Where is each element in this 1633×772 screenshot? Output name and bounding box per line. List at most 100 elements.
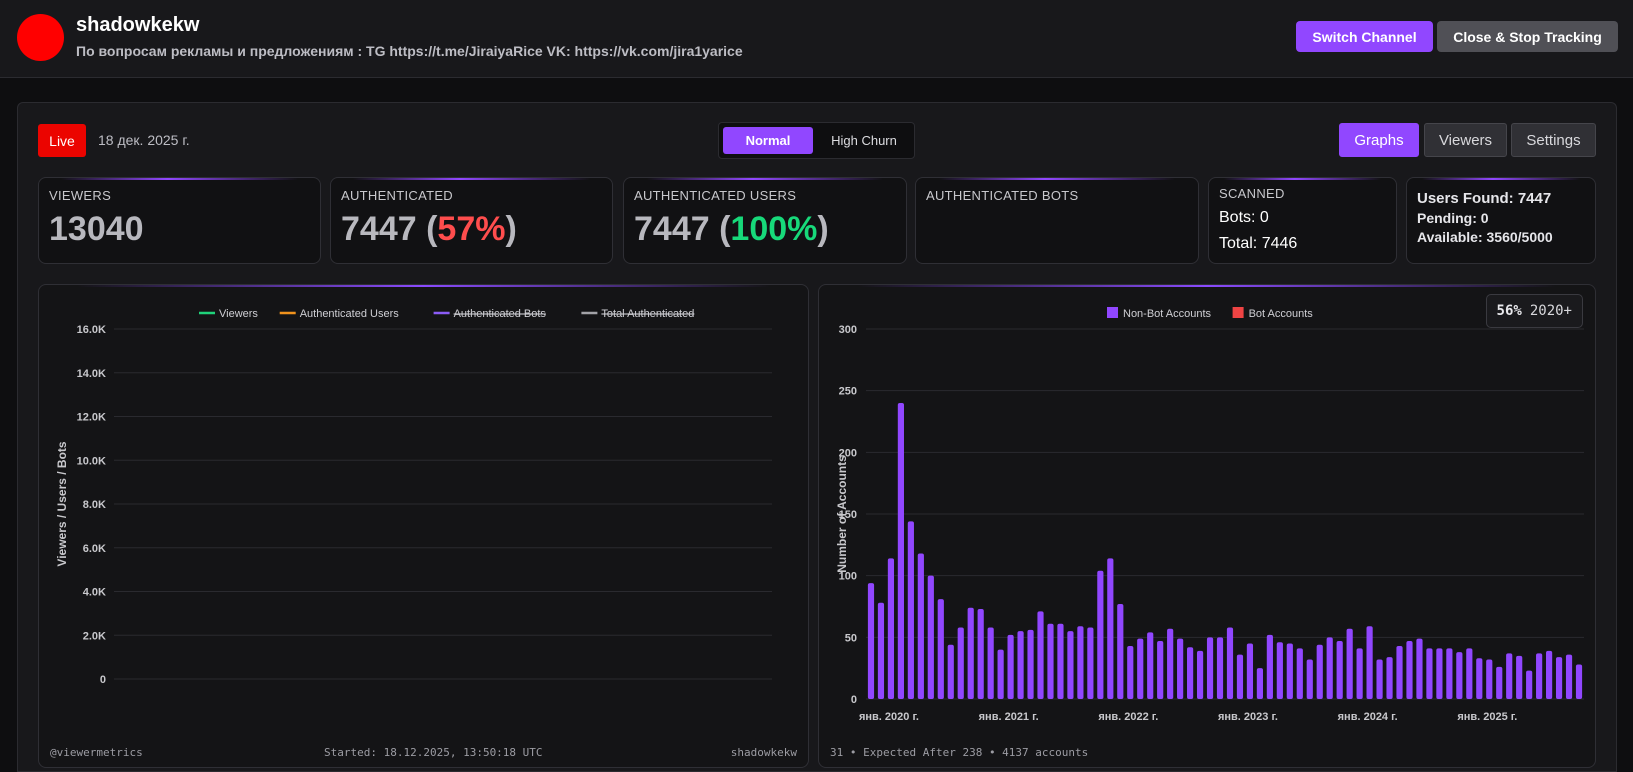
mode-high-churn-button[interactable]: High Churn (831, 133, 897, 148)
tab-viewers[interactable]: Viewers (1424, 123, 1507, 157)
y-axis-label: Number of Accounts (835, 455, 849, 573)
percent-value: 56% (1496, 303, 1522, 319)
bar-non-bot (1147, 632, 1154, 699)
bar-non-bot (1216, 637, 1224, 699)
y-tick-label: 50 (845, 632, 857, 644)
legend-item: Total Authenticated (601, 308, 694, 320)
bar-non-bot (1336, 641, 1343, 699)
authenticated-bots-card: AUTHENTICATED BOTS (915, 177, 1199, 264)
authenticated-card: AUTHENTICATED 7447 (57%) (330, 177, 613, 264)
paren-close: ) (817, 210, 829, 248)
bar-non-bot (997, 649, 1004, 699)
authenticated-value: 7447 (341, 210, 417, 248)
bar-non-bot (1575, 664, 1583, 699)
percent-period: 2020+ (1529, 303, 1572, 319)
bar-non-bot (1366, 626, 1373, 699)
bar-non-bot (977, 608, 984, 699)
bar-non-bot (1007, 634, 1014, 699)
bar-non-bot (1027, 629, 1034, 699)
authenticated-label: AUTHENTICATED (341, 188, 453, 203)
chart-channel-name: shadowkekw (730, 746, 797, 759)
bar-non-bot (987, 627, 994, 699)
users-found: Users Found: 7447 (1417, 190, 1552, 207)
x-tick-label: янв. 2022 г. (1098, 711, 1158, 723)
bar-non-bot (1157, 641, 1164, 699)
chart-watermark: @viewermetrics (50, 746, 143, 759)
bar-non-bot (1246, 643, 1254, 699)
tab-settings[interactable]: Settings (1511, 123, 1596, 157)
percent-2020-badge[interactable]: 56% 2020+ (1485, 294, 1583, 328)
bar-non-bot (1526, 670, 1533, 699)
y-tick-label: 150 (839, 509, 857, 521)
bar-non-bot (1546, 650, 1553, 699)
x-tick-label: янв. 2025 г. (1457, 711, 1517, 723)
bar-non-bot (1266, 634, 1273, 699)
bar-non-bot (967, 607, 974, 699)
y-tick-label: 12.0K (77, 412, 106, 424)
bar-non-bot (947, 644, 954, 699)
viewers-chart: 0 2.0K 4.0K 6.0K 8.0K 10.0K 12.0K 14.0K 16.0K Vie… (55, 308, 772, 686)
legend-item: Viewers (219, 308, 258, 320)
bar-non-bot (1536, 653, 1543, 699)
available-count: Available: 3560/5000 (1417, 229, 1553, 245)
bar-non-bot (927, 575, 934, 699)
mode-toggle: Normal High Churn (718, 122, 915, 159)
scanned-total: Total: 7446 (1219, 235, 1298, 252)
authenticated-users-value-row: 7447 (100%) (634, 210, 829, 249)
authenticated-value-row: 7447 (57%) (341, 210, 517, 249)
viewers-card: VIEWERS 13040 (38, 177, 321, 264)
paren-open: ( (709, 210, 731, 248)
bar-non-bot (1346, 628, 1353, 699)
viewers-value: 13040 (49, 210, 144, 248)
bar-non-bot (1466, 648, 1473, 699)
y-tick-label: 14.0K (77, 368, 106, 380)
bar-non-bot (917, 553, 924, 699)
close-stop-tracking-button[interactable]: Close & Stop Tracking (1437, 21, 1618, 52)
legend-item: Authenticated Users (300, 308, 400, 320)
mode-normal-button[interactable]: Normal (723, 127, 813, 154)
bar-non-bot (887, 558, 895, 699)
accounts-chart-panel: 0 50 100 150 200 250 300 Number of Accounts янв.… (818, 284, 1596, 768)
x-tick-label: янв. 2021 г. (979, 711, 1039, 723)
bar-non-bot (1446, 648, 1453, 699)
y-tick-label: 4.0K (83, 587, 106, 599)
bar-non-bot (1187, 647, 1194, 699)
bar-non-bot (1177, 638, 1184, 699)
started-time: Started: 18.12.2025, 13:50:18 UTC (324, 746, 543, 759)
paren-open: ( (416, 210, 438, 248)
authenticated-users-label: AUTHENTICATED USERS (634, 188, 797, 203)
live-badge: Live (38, 124, 86, 157)
bar-non-bot (1386, 657, 1393, 699)
authenticated-percent: 57% (437, 210, 506, 248)
bar-non-bot (1087, 627, 1094, 699)
y-tick-label: 6.0K (83, 543, 106, 555)
bar-non-bot (1137, 638, 1144, 699)
bar-non-bot (1107, 558, 1114, 699)
bar-non-bot (1117, 604, 1124, 699)
bar-non-bot (1326, 637, 1333, 699)
tab-graphs[interactable]: Graphs (1339, 123, 1419, 157)
bar-non-bot (1376, 659, 1383, 699)
y-tick-label: 200 (839, 447, 857, 459)
bar-non-bot (1196, 650, 1204, 699)
y-tick-label: 300 (839, 324, 857, 336)
bar-non-bot (1476, 658, 1483, 699)
stream-date: 18 дек. 2025 г. (98, 132, 190, 148)
bar-non-bot (1486, 659, 1493, 699)
bar-non-bot (1406, 641, 1413, 699)
bar-non-bot (1456, 652, 1463, 699)
bar-non-bot (1236, 654, 1244, 699)
legend-item: Bot Accounts (1249, 308, 1314, 320)
bar-non-bot (1057, 623, 1064, 699)
bar-non-bot (957, 627, 964, 699)
bar-non-bot (1206, 637, 1214, 699)
switch-channel-button[interactable]: Switch Channel (1296, 21, 1433, 52)
bar-non-bot (1516, 655, 1523, 699)
y-tick-label: 10.0K (77, 455, 106, 467)
accounts-chart: 0 50 100 150 200 250 300 Number of Accounts янв.… (835, 307, 1584, 723)
bar-non-bot (1127, 645, 1134, 699)
bar-non-bot (937, 599, 944, 699)
authenticated-users-percent: 100% (730, 210, 818, 248)
bar-non-bot (1306, 659, 1313, 699)
bar-non-bot (1017, 631, 1024, 699)
